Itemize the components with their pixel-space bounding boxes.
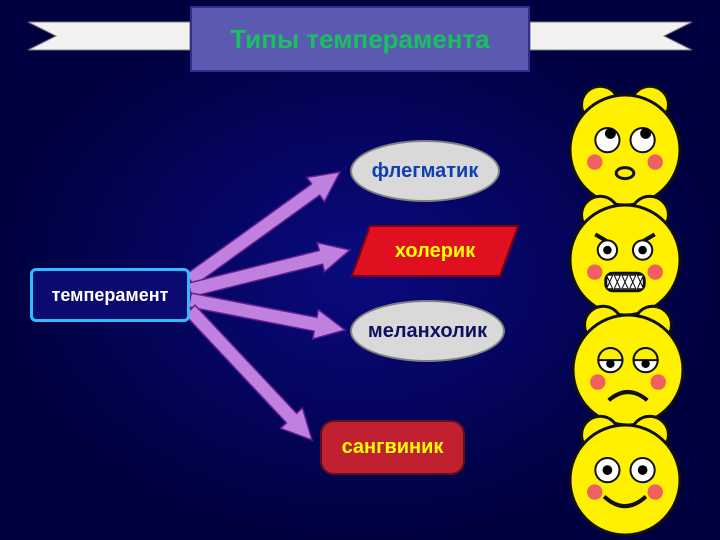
node-sanguine: сангвиник — [320, 420, 465, 475]
slide-title: Типы темперамента — [190, 6, 530, 72]
node-phlegmatic-label: флегматик — [366, 161, 485, 182]
source-node-label: темперамент — [52, 285, 169, 306]
node-phlegmatic: флегматик — [350, 140, 500, 202]
node-melancholic-label: меланхолик — [362, 321, 493, 342]
node-melancholic: меланхолик — [350, 300, 505, 362]
node-choleric-label: холерик — [389, 241, 481, 262]
slide-title-text: Типы темперамента — [230, 25, 489, 54]
node-sanguine-label: сангвиник — [336, 437, 450, 458]
node-choleric: холерик — [360, 225, 510, 277]
source-node: темперамент — [30, 268, 190, 322]
